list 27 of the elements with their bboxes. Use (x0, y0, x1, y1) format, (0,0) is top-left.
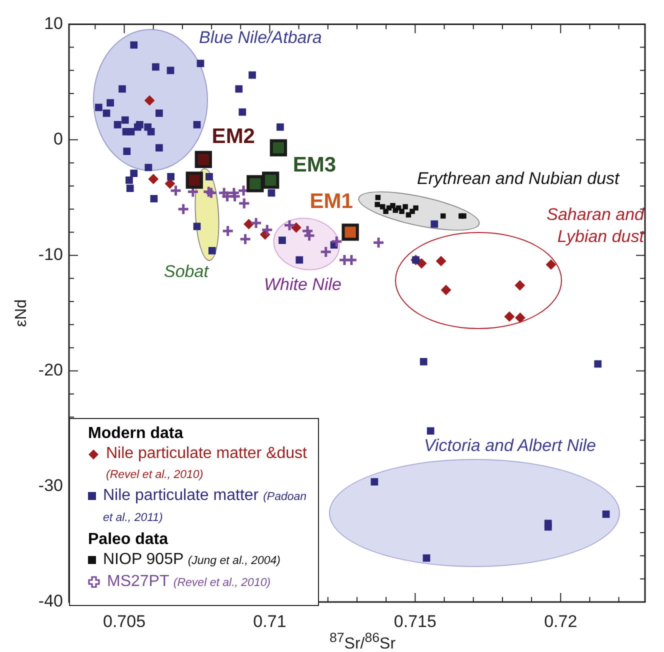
annotation: Blue Nile/Atbara (199, 27, 322, 49)
y-tick-label: -10 (38, 245, 63, 264)
x-tick-label: 0.715 (394, 612, 436, 631)
annotation: Sobat (164, 261, 208, 283)
y-axis-title: εNd (13, 299, 30, 327)
annotation: Modern data (88, 425, 184, 443)
x-tick-label: 0.72 (544, 612, 578, 631)
legend-label: MS27PT (Revel et al., 2010) (107, 572, 271, 592)
legend-label: NIOP 905P (Jung et al., 2004) (103, 550, 281, 570)
series-label: EM2 (212, 125, 255, 148)
y-tick-label: -20 (38, 360, 63, 380)
series-label: EM3 (292, 154, 336, 177)
series-label: EM1 (310, 190, 354, 214)
annotation: Victoria and Albert Nile (424, 435, 596, 457)
y-tick-label: -30 (38, 476, 63, 496)
annotation: Paleo data (88, 531, 170, 549)
y-tick-label: -40 (38, 592, 63, 611)
annotation: White Nile (264, 274, 342, 296)
y-tick-label: 0 (54, 129, 63, 148)
annotation: Saharan and Lybian dust (546, 204, 644, 248)
legend-label: Nile particulate matter &dust (Revel et al., 2010) (106, 444, 308, 483)
x-tick-label: 0.71 (253, 612, 286, 631)
x-axis-title: $^{87}$Sr/$^{86}$Sr (328, 630, 397, 652)
annotation: Erythrean and Nubian dust (417, 168, 620, 190)
text: Nile particulate matter (Padoan et al., 2011) (103, 487, 307, 524)
x-tick-label: 0.705 (103, 612, 146, 631)
y-tick-label: 10 (44, 14, 63, 33)
